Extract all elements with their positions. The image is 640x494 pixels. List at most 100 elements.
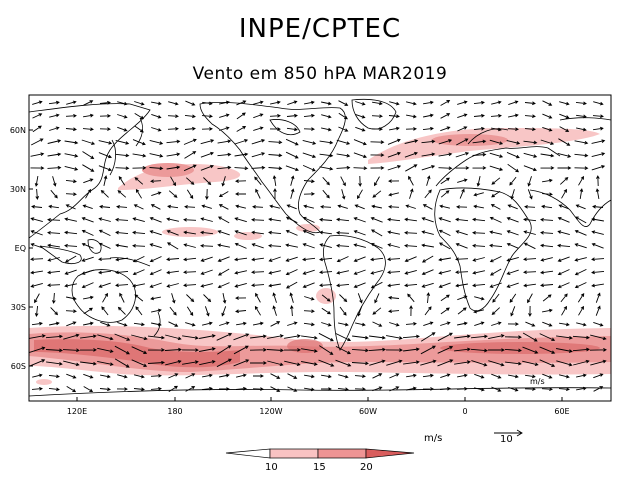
wind-vector-304 <box>575 204 586 210</box>
wind-vector-217 <box>254 176 262 186</box>
wind-vector-327 <box>387 217 401 222</box>
wind-vector-645 <box>590 334 607 341</box>
wind-vector-82 <box>269 127 281 131</box>
wind-vector-626 <box>267 334 284 339</box>
wind-vector-303 <box>558 204 569 210</box>
wind-vector-655 <box>181 348 199 352</box>
wind-vector-472 <box>540 270 554 275</box>
wind-vector-635 <box>420 332 436 342</box>
wind-vector-213 <box>186 177 195 185</box>
wind-vector-220 <box>303 179 315 184</box>
wind-vector-473 <box>557 269 570 276</box>
wind-vector-244 <box>135 188 142 199</box>
wind-vector-542 <box>577 293 585 303</box>
wind-vector-89 <box>389 126 400 131</box>
units-label: m/s <box>424 433 443 444</box>
wind-vector-193 <box>421 165 436 171</box>
reference-vector-label: 10 <box>500 434 513 445</box>
wind-vector-445 <box>81 269 94 275</box>
wind-vector-163 <box>489 152 504 158</box>
wind-vector-143 <box>149 153 164 158</box>
wind-vector-0 <box>32 100 43 105</box>
wind-vector-268 <box>541 192 553 197</box>
wind-vector-458 <box>302 269 315 275</box>
wind-vector-97 <box>524 127 536 132</box>
wind-vector-737 <box>422 373 434 378</box>
wind-vector-60 <box>473 113 485 118</box>
wind-vector-179 <box>183 164 197 172</box>
wind-vector-375 <box>47 243 60 248</box>
wind-vector-418 <box>200 256 213 262</box>
north-pacific-jet <box>118 164 241 190</box>
wind-vector-691 <box>216 358 232 368</box>
wind-vector-401 <box>489 243 503 248</box>
wind-vector-131 <box>523 140 538 145</box>
wind-vector-140 <box>98 152 113 159</box>
wind-vector-510 <box>34 293 40 304</box>
wind-vector-679 <box>589 348 607 352</box>
wind-vector-628 <box>301 335 318 340</box>
wind-vector-746 <box>576 373 587 378</box>
wind-vector-265 <box>491 190 501 198</box>
wind-vector-764 <box>304 387 315 392</box>
wind-vector-391 <box>319 243 332 249</box>
wind-vector-343 <box>81 229 94 236</box>
colorbar-segment-gt20 <box>365 448 415 459</box>
wind-vector-625 <box>250 334 267 339</box>
wind-vector-295 <box>422 204 433 210</box>
wind-vector-670 <box>437 346 454 354</box>
wind-vector-132 <box>540 139 555 146</box>
wind-vector-342 <box>64 230 78 235</box>
wind-vector-554 <box>204 306 210 317</box>
wind-vector-676 <box>539 346 556 354</box>
wind-vector-428 <box>370 257 384 262</box>
wind-vector-360 <box>370 229 383 237</box>
wind-vector-720 <box>133 374 145 379</box>
wind-vector-738 <box>440 373 451 379</box>
wind-vector-248 <box>205 188 209 200</box>
wind-vector-181 <box>217 165 232 170</box>
wind-vector-286 <box>269 204 281 209</box>
wind-vector-516 <box>134 294 144 302</box>
wind-vector-431 <box>421 255 434 263</box>
wind-vector-397 <box>421 243 434 248</box>
wind-vector-150 <box>268 153 283 158</box>
wind-vector-36 <box>65 113 77 118</box>
wind-vector-476 <box>30 282 43 288</box>
wind-vector-323 <box>319 217 333 222</box>
wind-vector-26 <box>473 100 485 105</box>
wind-vector-252 <box>273 188 277 199</box>
wind-vector-663 <box>319 345 334 355</box>
wind-vector-374 <box>30 243 43 249</box>
wind-vector-423 <box>285 256 298 262</box>
wind-vector-116 <box>268 140 283 145</box>
wind-vector-155 <box>353 152 367 159</box>
wind-vector-413 <box>115 257 128 262</box>
wind-vector-177 <box>149 166 164 171</box>
wind-vector-38 <box>99 114 111 118</box>
wind-vector-311 <box>115 217 129 222</box>
wind-vector-214 <box>203 177 212 186</box>
wind-vector-678 <box>572 347 590 352</box>
wind-vector-291 <box>354 204 365 210</box>
lat-label-60n: 60N <box>10 126 26 135</box>
wind-vector-187 <box>319 166 334 171</box>
wind-vector-479 <box>81 282 94 289</box>
wind-vector-564 <box>372 307 382 315</box>
wind-vector-671 <box>454 347 471 352</box>
wind-vector-748 <box>31 386 43 391</box>
wind-vector-299 <box>490 204 501 210</box>
wind-vector-480 <box>98 282 111 288</box>
wind-vector-486 <box>200 283 213 288</box>
wind-vector-101 <box>593 126 604 131</box>
wind-vector-305 <box>592 204 604 209</box>
wind-vector-298 <box>473 204 484 209</box>
wind-vector-128 <box>472 139 487 144</box>
wind-vector-126 <box>438 139 453 145</box>
wind-vector-467 <box>455 270 469 275</box>
wind-vector-590 <box>236 321 247 326</box>
wind-vector-581 <box>83 321 94 326</box>
wind-vector-710 <box>539 359 556 367</box>
wind-vector-500 <box>438 282 451 288</box>
wind-vector-698 <box>335 359 352 367</box>
